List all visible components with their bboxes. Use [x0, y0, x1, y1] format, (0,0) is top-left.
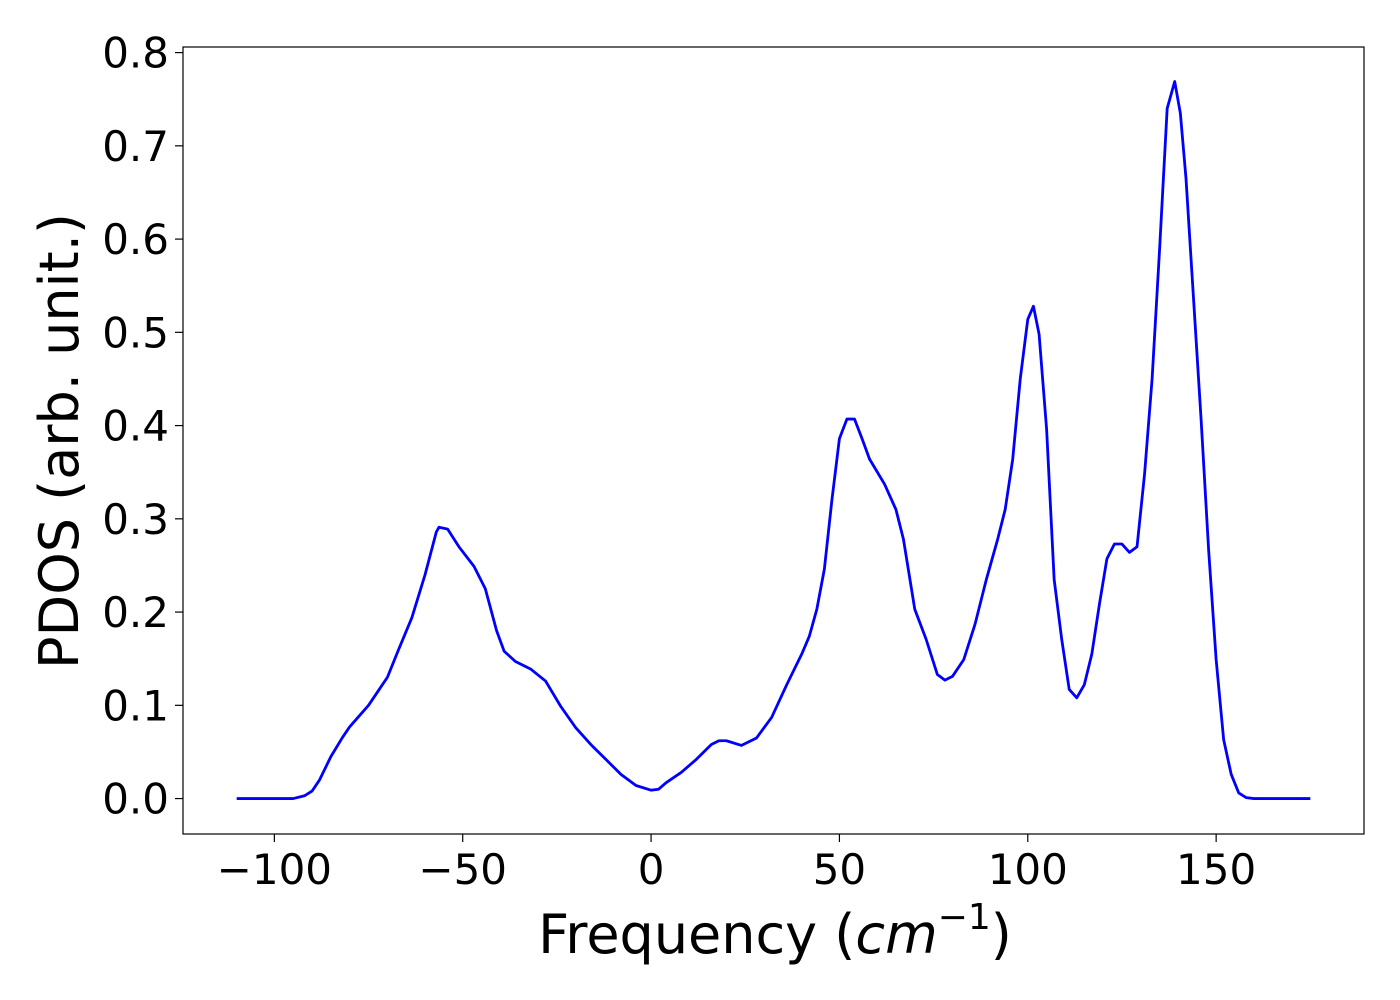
x-label-text: Frequency ( [538, 903, 855, 966]
y-tick-label: 0.7 [102, 122, 169, 171]
x-tick-label: 150 [1176, 845, 1256, 894]
y-tick-label: 0.2 [102, 588, 169, 637]
x-label-math: cm [855, 903, 937, 966]
y-tick-label: 0.8 [102, 29, 169, 78]
x-axis-label: Frequency (cm−1) [538, 897, 1012, 966]
y-tick-label: 0.4 [102, 402, 169, 451]
y-tick-label: 0.3 [102, 495, 169, 544]
x-tick-label: 50 [813, 845, 866, 894]
x-label-end: ) [991, 903, 1012, 966]
y-tick-label: 0.0 [102, 775, 169, 824]
x-tick-label: −50 [418, 845, 507, 894]
x-tick-label: −100 [217, 845, 332, 894]
y-tick-label: 0.1 [102, 681, 169, 730]
y-axis-label: PDOS (arb. unit.) [28, 213, 91, 669]
y-tick-label: 0.6 [102, 215, 169, 264]
y-tick-label: 0.5 [102, 308, 169, 357]
data-line [236, 80, 1311, 800]
x-tick-label: 100 [988, 845, 1068, 894]
x-label-sup: −1 [938, 897, 991, 938]
plot-frame [182, 46, 1365, 835]
x-tick-label: 0 [638, 845, 665, 894]
